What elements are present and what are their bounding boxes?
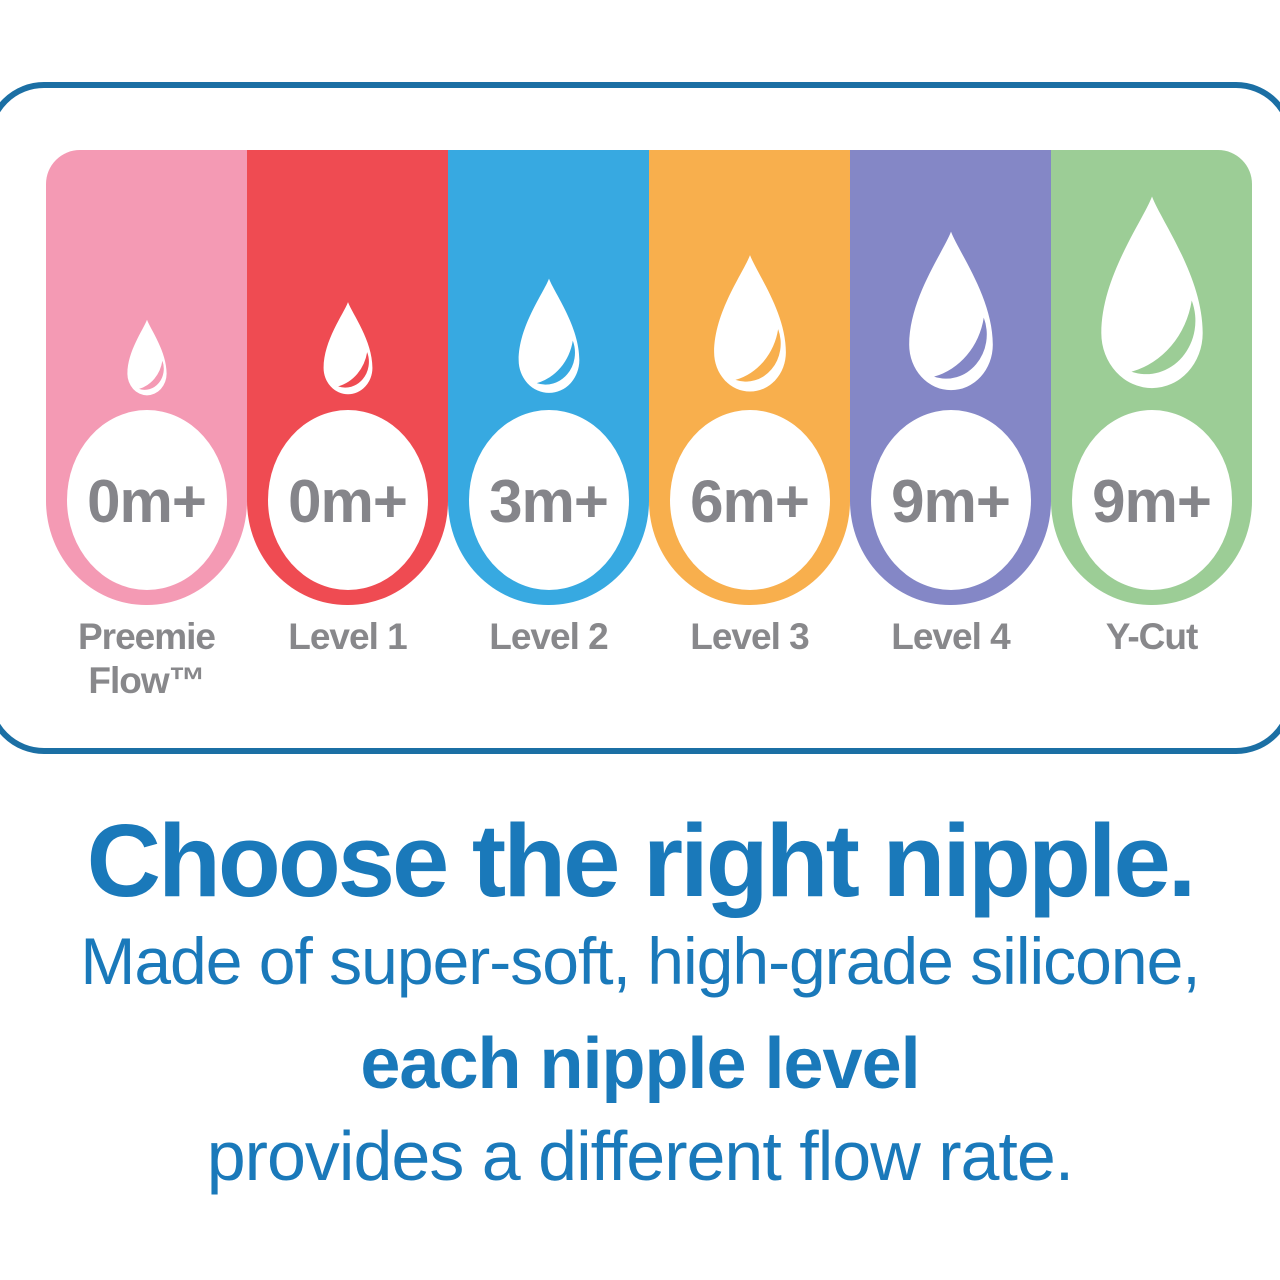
flow-level-label: Level 1 [237,615,458,659]
droplet-icon [1100,196,1203,389]
flow-level-label-line1: Level 3 [690,616,809,657]
flow-column-level-1: 0m+ Level 1 [247,150,448,657]
flow-level-label: Level 3 [639,615,860,659]
age-badge: 0m+ [66,410,227,590]
age-badge-text: 0m+ [288,467,408,535]
droplet-icon [126,319,167,396]
flow-column-level-4: 9m+ Level 4 [850,150,1051,657]
caption-subtitle-line1: Made of super-soft, high-grade silicone, [80,924,1200,998]
age-badge-text: 9m+ [891,467,1011,535]
droplet-icon [908,231,993,391]
age-badge-text: 6m+ [690,467,810,535]
droplet-icon [518,278,579,393]
droplet-icon [713,255,786,392]
droplet-icon [323,302,372,395]
age-badge: 6m+ [669,410,830,590]
flow-level-label-line1: Y-Cut [1105,616,1199,657]
age-badge: 9m+ [870,410,1031,590]
flow-level-label: Level 2 [438,615,659,659]
flow-column-preemie-flow: 0m+ Preemie Flow™ [46,150,247,701]
flow-column-y-cut: 9m+ Y-Cut [1051,150,1252,657]
flow-column-level-2: 3m+ Level 2 [448,150,649,657]
age-badge-text: 9m+ [1092,467,1212,535]
caption-subtitle-line3: provides a different flow rate. [206,1117,1075,1195]
flow-level-label-line1: Level 1 [288,616,407,657]
flow-columns: 0m+ Preemie Flow™ 0m+ Level 1 3m+ Level … [46,150,1252,701]
flow-level-label-line2: Flow™ [88,659,205,701]
age-badge: 3m+ [468,410,629,590]
age-badge-text: 0m+ [87,467,207,535]
nipple-levels-card: 0m+ Preemie Flow™ 0m+ Level 1 3m+ Level … [0,82,1280,754]
flow-level-label-line1: Level 4 [891,616,1010,657]
flow-level-label-line1: Preemie [78,616,216,657]
flow-column-level-3: 6m+ Level 3 [649,150,850,657]
flow-level-label: Preemie Flow™ [36,615,257,702]
age-badge: 9m+ [1071,410,1232,590]
flow-level-label: Y-Cut [1041,615,1262,659]
age-badge-text: 3m+ [489,467,609,535]
flow-level-label: Level 4 [840,615,1061,659]
flow-level-label-line1: Level 2 [489,616,608,657]
caption-title: Choose the right nipple. [86,803,1197,918]
age-badge: 0m+ [267,410,428,590]
caption-subtitle-line2-bold: each nipple level [360,1024,920,1104]
